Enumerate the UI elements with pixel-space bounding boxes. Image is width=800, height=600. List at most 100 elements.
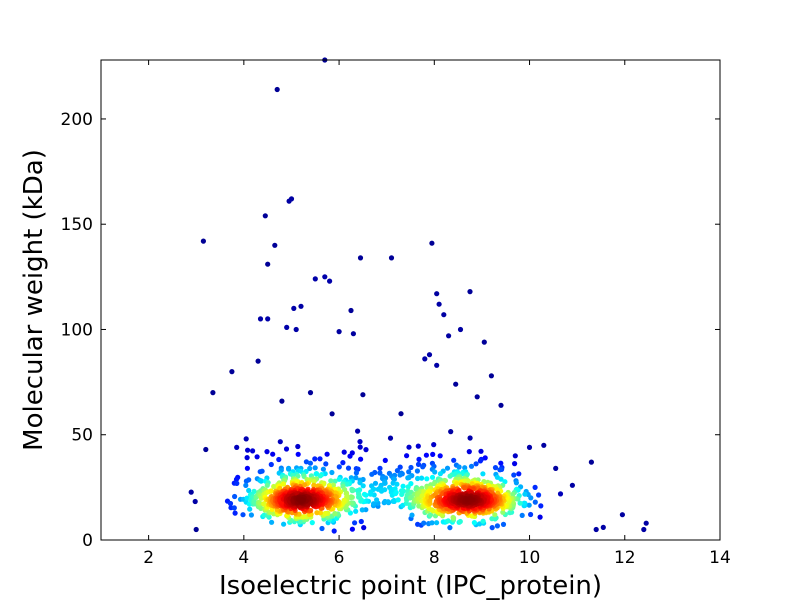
data-point — [311, 479, 317, 485]
data-point — [265, 261, 271, 267]
data-points — [188, 57, 649, 534]
data-point — [553, 465, 559, 471]
data-point — [312, 465, 318, 471]
data-point — [363, 447, 369, 453]
data-point — [510, 491, 516, 497]
data-point — [312, 456, 318, 462]
data-point — [429, 507, 435, 513]
y-tick-label: 200 — [61, 110, 93, 130]
data-point — [341, 449, 347, 455]
x-tick-label: 8 — [429, 548, 440, 568]
data-point — [309, 520, 315, 526]
data-point — [421, 520, 427, 526]
data-point — [361, 491, 368, 497]
data-point — [268, 488, 274, 494]
data-point — [429, 520, 435, 526]
data-point — [244, 465, 250, 471]
data-point — [247, 506, 253, 512]
data-point — [349, 526, 355, 532]
data-point — [233, 476, 240, 482]
y-tick-label: 0 — [82, 531, 93, 551]
data-point — [541, 442, 547, 448]
data-point — [394, 481, 400, 487]
data-point — [264, 449, 270, 455]
data-point — [336, 329, 342, 335]
data-point — [441, 312, 447, 318]
data-point — [512, 453, 518, 459]
data-point — [450, 514, 456, 521]
data-point — [526, 502, 532, 508]
data-point — [467, 435, 473, 441]
data-point — [447, 473, 453, 479]
data-point — [336, 464, 342, 470]
data-point — [497, 467, 503, 473]
data-point — [357, 439, 363, 445]
data-point — [248, 512, 254, 518]
data-point — [480, 518, 486, 524]
data-point — [377, 465, 383, 471]
data-point — [405, 484, 411, 490]
data-point — [255, 358, 261, 364]
data-point — [200, 238, 206, 244]
data-point — [394, 468, 400, 474]
data-point — [234, 480, 240, 486]
data-point — [357, 255, 364, 261]
data-point — [350, 331, 356, 337]
data-point — [332, 510, 338, 517]
data-point — [229, 369, 235, 375]
data-point — [277, 439, 283, 445]
data-point — [353, 470, 359, 476]
data-point — [307, 460, 313, 466]
x-tick-label: 2 — [143, 548, 154, 568]
data-point — [313, 471, 319, 477]
data-point — [251, 488, 257, 494]
data-point — [405, 475, 411, 481]
data-point — [423, 452, 429, 458]
data-point — [391, 497, 397, 504]
data-point — [303, 459, 309, 465]
data-point — [274, 86, 280, 93]
data-point — [446, 333, 452, 339]
data-point — [336, 476, 342, 482]
data-point — [360, 483, 366, 489]
data-point — [477, 458, 483, 464]
x-tick-label: 10 — [519, 548, 541, 568]
data-point — [477, 521, 483, 527]
y-axis-ticks: 0 50 100 150 200 — [61, 110, 720, 551]
data-point — [466, 449, 472, 455]
data-point — [324, 451, 330, 457]
data-point — [358, 456, 364, 462]
data-point — [401, 488, 407, 494]
data-point — [284, 324, 290, 330]
data-point — [245, 447, 251, 453]
data-point — [434, 291, 440, 297]
data-point — [429, 240, 435, 246]
data-point — [283, 446, 290, 452]
data-point — [377, 470, 383, 476]
data-point — [427, 489, 433, 495]
data-point — [393, 489, 399, 495]
data-point — [311, 482, 317, 488]
data-point — [557, 491, 564, 497]
data-point — [415, 475, 421, 482]
y-tick-label: 150 — [61, 215, 93, 235]
data-point — [465, 478, 471, 484]
data-point — [240, 512, 246, 518]
data-point — [356, 494, 362, 500]
data-point — [444, 465, 451, 471]
data-point — [643, 520, 649, 526]
data-point — [400, 483, 406, 489]
data-point — [457, 326, 464, 333]
data-point — [471, 520, 477, 526]
data-point — [329, 469, 335, 476]
data-point — [569, 482, 576, 488]
data-point — [328, 478, 334, 484]
data-point — [462, 465, 468, 471]
y-tick-label: 50 — [71, 426, 93, 446]
data-point — [329, 411, 335, 417]
data-point — [420, 464, 426, 470]
data-point — [360, 392, 366, 398]
data-point — [369, 471, 375, 477]
data-point — [492, 512, 498, 518]
data-point — [478, 448, 484, 454]
